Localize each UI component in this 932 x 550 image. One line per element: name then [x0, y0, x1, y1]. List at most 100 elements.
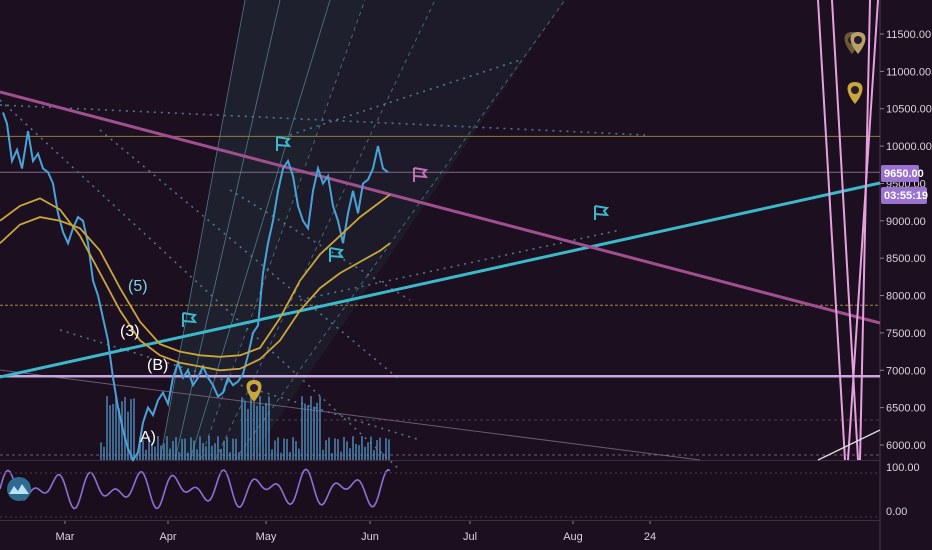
volume-bar [217, 436, 219, 460]
y-tick-label: 6500.00 [886, 403, 926, 415]
map-pin-icon [850, 32, 866, 54]
volume-bar [199, 436, 201, 460]
volume-bar [229, 452, 231, 460]
volume-bar [268, 396, 270, 460]
volume-bar [274, 440, 276, 460]
fork-base [817, 429, 881, 461]
volume-bar [118, 408, 120, 460]
map-pin-icon [847, 82, 863, 104]
volume-bar [130, 399, 132, 460]
volume-bar [175, 437, 177, 460]
volume-bar [286, 438, 288, 460]
x-tick-label: May [256, 531, 277, 543]
volume-bar [139, 437, 141, 460]
volume-bar [178, 451, 180, 460]
fork-line [847, 0, 879, 461]
volume-bar [319, 396, 321, 460]
wave-label-a: A) [140, 429, 156, 446]
x-tick-label: Apr [159, 531, 176, 543]
volume-bar [103, 446, 105, 460]
fan-line [189, 0, 331, 461]
volume-bar [250, 396, 252, 460]
volume-bar [340, 451, 342, 460]
markers [182, 32, 866, 402]
oscillator-line [0, 468, 391, 510]
volume-bar [307, 405, 309, 460]
volume-bar [211, 445, 213, 460]
x-tick-label: 24 [644, 531, 656, 543]
volume-bar [121, 401, 123, 460]
volume-bar [184, 438, 186, 460]
volume-bar [352, 436, 354, 460]
wave-label-5: (5) [128, 278, 148, 295]
volume-histogram [100, 396, 390, 460]
volume-bar [154, 446, 156, 460]
countdown-box [881, 187, 927, 204]
volume-bar [247, 408, 249, 460]
volume-bar [376, 440, 378, 460]
y-tick-label: 7500.00 [886, 328, 926, 340]
price-pane[interactable] [0, 0, 880, 460]
flag-icon [594, 205, 610, 220]
volume-bar [157, 436, 159, 460]
volume-bar [193, 440, 195, 460]
volume-bar [256, 405, 258, 460]
price-axis[interactable] [880, 0, 932, 550]
volume-bar [187, 452, 189, 460]
wave-label-3: (3) [120, 323, 140, 340]
volume-bar [328, 437, 330, 460]
volume-bar [358, 445, 360, 460]
volume-bar [133, 398, 135, 460]
volume-bar [280, 452, 282, 460]
volume-bar [109, 405, 111, 460]
fib-fan-lines [0, 0, 701, 471]
volume-bar [244, 400, 246, 460]
volume-bar [241, 397, 243, 460]
dotted-line [229, 189, 411, 301]
volume-bar [304, 403, 306, 460]
volume-bar [289, 451, 291, 460]
oscillator-tick-label: 100.00 [886, 462, 920, 474]
volume-bar [181, 438, 183, 460]
countdown-value: 03:55:19 [884, 190, 928, 202]
moving-average-line [0, 193, 391, 358]
volume-bar [127, 411, 129, 460]
volume-bar [271, 449, 273, 460]
volume-bar [301, 396, 303, 460]
x-tick-label: Jun [361, 531, 379, 543]
fan-line [199, 0, 366, 461]
volume-bar [124, 396, 126, 460]
volume-bar [232, 438, 234, 460]
volume-bar [151, 442, 153, 460]
volume-bar [220, 449, 222, 460]
volume-bar [235, 438, 237, 460]
volume-bar [148, 436, 150, 460]
fork-line [817, 0, 846, 461]
fork-line [859, 0, 871, 461]
x-tick-label: Jul [463, 531, 477, 543]
volume-bar [382, 453, 384, 460]
y-tick-label: 11500.00 [886, 29, 931, 41]
fan-line [159, 0, 246, 461]
volume-bar [325, 440, 327, 460]
volume-bar [337, 439, 339, 460]
volume-bar [166, 436, 168, 460]
volume-bar [226, 437, 228, 460]
indicator-logo-icon[interactable] [7, 477, 31, 501]
x-axis-ticks: Mar Apr May Jun Jul Aug 24 [0, 520, 880, 543]
volume-bar [349, 448, 351, 460]
dotted-line [0, 104, 646, 136]
volume-bar [190, 437, 192, 460]
series-layer [0, 112, 391, 462]
volume-bar [298, 448, 300, 460]
y-tick-label: 10000.00 [886, 141, 932, 153]
volume-bar [172, 440, 174, 460]
current-price-tag[interactable]: 9650.00 03:55:19 [881, 165, 928, 204]
oscillator-pane[interactable] [0, 462, 880, 520]
volume-bar [313, 406, 315, 460]
volume-bar [145, 449, 147, 460]
y-tick-label: 8000.00 [886, 291, 926, 303]
volume-bar [205, 446, 207, 460]
price-line [2, 112, 389, 462]
